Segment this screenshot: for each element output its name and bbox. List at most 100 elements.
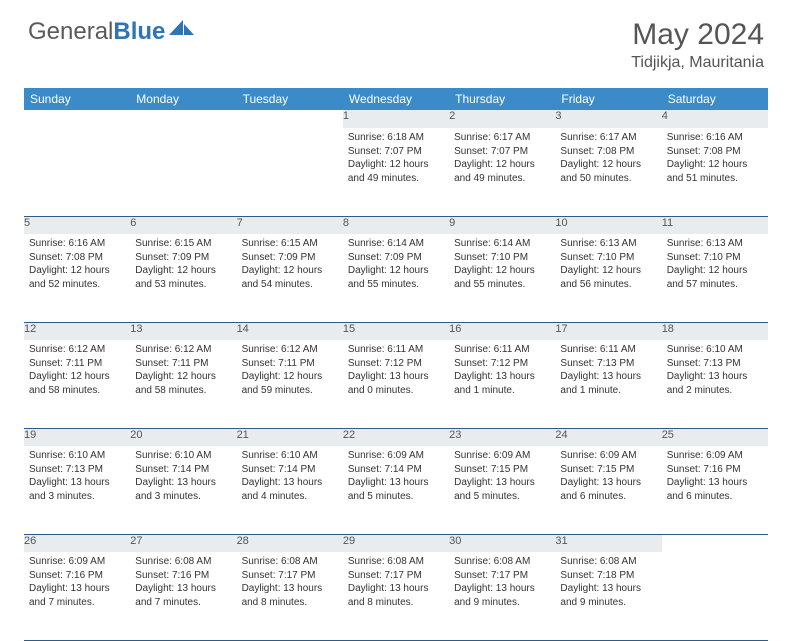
day-details: Sunrise: 6:11 AMSunset: 7:13 PMDaylight:…	[555, 340, 661, 401]
day-cell	[237, 128, 343, 216]
day-cell: Sunrise: 6:09 AMSunset: 7:16 PMDaylight:…	[662, 446, 768, 534]
day-number	[662, 534, 768, 552]
day-number: 9	[449, 216, 555, 234]
day-details: Sunrise: 6:08 AMSunset: 7:17 PMDaylight:…	[449, 552, 555, 613]
day-number: 2	[449, 110, 555, 128]
day-details: Sunrise: 6:18 AMSunset: 7:07 PMDaylight:…	[343, 128, 449, 189]
content-row: Sunrise: 6:10 AMSunset: 7:13 PMDaylight:…	[24, 446, 768, 534]
day-number	[130, 110, 236, 128]
weekday-header: Wednesday	[343, 88, 449, 110]
day-cell: Sunrise: 6:13 AMSunset: 7:10 PMDaylight:…	[555, 234, 661, 322]
day-number: 21	[237, 428, 343, 446]
day-details: Sunrise: 6:16 AMSunset: 7:08 PMDaylight:…	[662, 128, 768, 189]
day-details: Sunrise: 6:12 AMSunset: 7:11 PMDaylight:…	[130, 340, 236, 401]
content-row: Sunrise: 6:18 AMSunset: 7:07 PMDaylight:…	[24, 128, 768, 216]
day-details: Sunrise: 6:12 AMSunset: 7:11 PMDaylight:…	[24, 340, 130, 401]
brand-logo: GeneralBlue	[28, 18, 195, 46]
day-cell: Sunrise: 6:12 AMSunset: 7:11 PMDaylight:…	[237, 340, 343, 428]
day-details: Sunrise: 6:16 AMSunset: 7:08 PMDaylight:…	[24, 234, 130, 295]
brand-text: GeneralBlue	[28, 18, 165, 46]
location-label: Tidjikja, Mauritania	[631, 54, 764, 72]
weekday-header: Tuesday	[237, 88, 343, 110]
day-details: Sunrise: 6:09 AMSunset: 7:14 PMDaylight:…	[343, 446, 449, 507]
weekday-header-row: SundayMondayTuesdayWednesdayThursdayFrid…	[24, 88, 768, 110]
day-cell: Sunrise: 6:13 AMSunset: 7:10 PMDaylight:…	[662, 234, 768, 322]
day-number: 17	[555, 322, 661, 340]
day-number: 7	[237, 216, 343, 234]
day-details: Sunrise: 6:08 AMSunset: 7:18 PMDaylight:…	[555, 552, 661, 613]
month-title: May 2024	[631, 18, 764, 52]
day-cell: Sunrise: 6:11 AMSunset: 7:12 PMDaylight:…	[449, 340, 555, 428]
daynum-row: 19202122232425	[24, 428, 768, 446]
weekday-header: Thursday	[449, 88, 555, 110]
day-details: Sunrise: 6:09 AMSunset: 7:15 PMDaylight:…	[555, 446, 661, 507]
day-number: 25	[662, 428, 768, 446]
day-details: Sunrise: 6:10 AMSunset: 7:14 PMDaylight:…	[237, 446, 343, 507]
day-details: Sunrise: 6:09 AMSunset: 7:16 PMDaylight:…	[24, 552, 130, 613]
day-details: Sunrise: 6:17 AMSunset: 7:07 PMDaylight:…	[449, 128, 555, 189]
daynum-row: 1234	[24, 110, 768, 128]
day-cell: Sunrise: 6:09 AMSunset: 7:16 PMDaylight:…	[24, 552, 130, 640]
day-details: Sunrise: 6:14 AMSunset: 7:09 PMDaylight:…	[343, 234, 449, 295]
day-number: 18	[662, 322, 768, 340]
day-number: 26	[24, 534, 130, 552]
daynum-row: 567891011	[24, 216, 768, 234]
content-row: Sunrise: 6:09 AMSunset: 7:16 PMDaylight:…	[24, 552, 768, 640]
day-number: 4	[662, 110, 768, 128]
day-number: 10	[555, 216, 661, 234]
day-cell: Sunrise: 6:12 AMSunset: 7:11 PMDaylight:…	[130, 340, 236, 428]
day-details: Sunrise: 6:13 AMSunset: 7:10 PMDaylight:…	[662, 234, 768, 295]
day-cell: Sunrise: 6:08 AMSunset: 7:17 PMDaylight:…	[449, 552, 555, 640]
day-number: 27	[130, 534, 236, 552]
day-cell: Sunrise: 6:08 AMSunset: 7:18 PMDaylight:…	[555, 552, 661, 640]
day-cell: Sunrise: 6:08 AMSunset: 7:17 PMDaylight:…	[237, 552, 343, 640]
day-number: 16	[449, 322, 555, 340]
day-number: 14	[237, 322, 343, 340]
day-cell: Sunrise: 6:11 AMSunset: 7:12 PMDaylight:…	[343, 340, 449, 428]
day-cell: Sunrise: 6:08 AMSunset: 7:16 PMDaylight:…	[130, 552, 236, 640]
day-details: Sunrise: 6:09 AMSunset: 7:16 PMDaylight:…	[662, 446, 768, 507]
title-block: May 2024 Tidjikja, Mauritania	[631, 18, 764, 72]
day-cell	[130, 128, 236, 216]
day-cell: Sunrise: 6:09 AMSunset: 7:14 PMDaylight:…	[343, 446, 449, 534]
day-cell: Sunrise: 6:09 AMSunset: 7:15 PMDaylight:…	[449, 446, 555, 534]
weekday-header: Monday	[130, 88, 236, 110]
day-number: 20	[130, 428, 236, 446]
day-details: Sunrise: 6:14 AMSunset: 7:10 PMDaylight:…	[449, 234, 555, 295]
weekday-header: Saturday	[662, 88, 768, 110]
day-cell: Sunrise: 6:10 AMSunset: 7:13 PMDaylight:…	[24, 446, 130, 534]
day-cell: Sunrise: 6:15 AMSunset: 7:09 PMDaylight:…	[130, 234, 236, 322]
day-number: 11	[662, 216, 768, 234]
daynum-row: 262728293031	[24, 534, 768, 552]
day-number: 22	[343, 428, 449, 446]
day-number: 23	[449, 428, 555, 446]
day-cell	[24, 128, 130, 216]
day-number: 6	[130, 216, 236, 234]
day-details: Sunrise: 6:11 AMSunset: 7:12 PMDaylight:…	[449, 340, 555, 401]
day-cell	[662, 552, 768, 640]
day-details: Sunrise: 6:09 AMSunset: 7:15 PMDaylight:…	[449, 446, 555, 507]
day-number: 13	[130, 322, 236, 340]
day-cell: Sunrise: 6:08 AMSunset: 7:17 PMDaylight:…	[343, 552, 449, 640]
day-details: Sunrise: 6:10 AMSunset: 7:13 PMDaylight:…	[662, 340, 768, 401]
day-details: Sunrise: 6:12 AMSunset: 7:11 PMDaylight:…	[237, 340, 343, 401]
sail-icon	[169, 20, 195, 38]
day-details: Sunrise: 6:08 AMSunset: 7:17 PMDaylight:…	[237, 552, 343, 613]
day-details: Sunrise: 6:10 AMSunset: 7:13 PMDaylight:…	[24, 446, 130, 507]
day-number	[237, 110, 343, 128]
content-row: Sunrise: 6:16 AMSunset: 7:08 PMDaylight:…	[24, 234, 768, 322]
day-number: 15	[343, 322, 449, 340]
day-number: 29	[343, 534, 449, 552]
day-details: Sunrise: 6:11 AMSunset: 7:12 PMDaylight:…	[343, 340, 449, 401]
day-cell: Sunrise: 6:12 AMSunset: 7:11 PMDaylight:…	[24, 340, 130, 428]
day-cell: Sunrise: 6:16 AMSunset: 7:08 PMDaylight:…	[24, 234, 130, 322]
day-cell: Sunrise: 6:10 AMSunset: 7:13 PMDaylight:…	[662, 340, 768, 428]
day-details: Sunrise: 6:10 AMSunset: 7:14 PMDaylight:…	[130, 446, 236, 507]
day-cell: Sunrise: 6:10 AMSunset: 7:14 PMDaylight:…	[130, 446, 236, 534]
day-number: 8	[343, 216, 449, 234]
day-details: Sunrise: 6:15 AMSunset: 7:09 PMDaylight:…	[237, 234, 343, 295]
day-details: Sunrise: 6:15 AMSunset: 7:09 PMDaylight:…	[130, 234, 236, 295]
day-number: 28	[237, 534, 343, 552]
day-details: Sunrise: 6:08 AMSunset: 7:17 PMDaylight:…	[343, 552, 449, 613]
day-cell: Sunrise: 6:16 AMSunset: 7:08 PMDaylight:…	[662, 128, 768, 216]
